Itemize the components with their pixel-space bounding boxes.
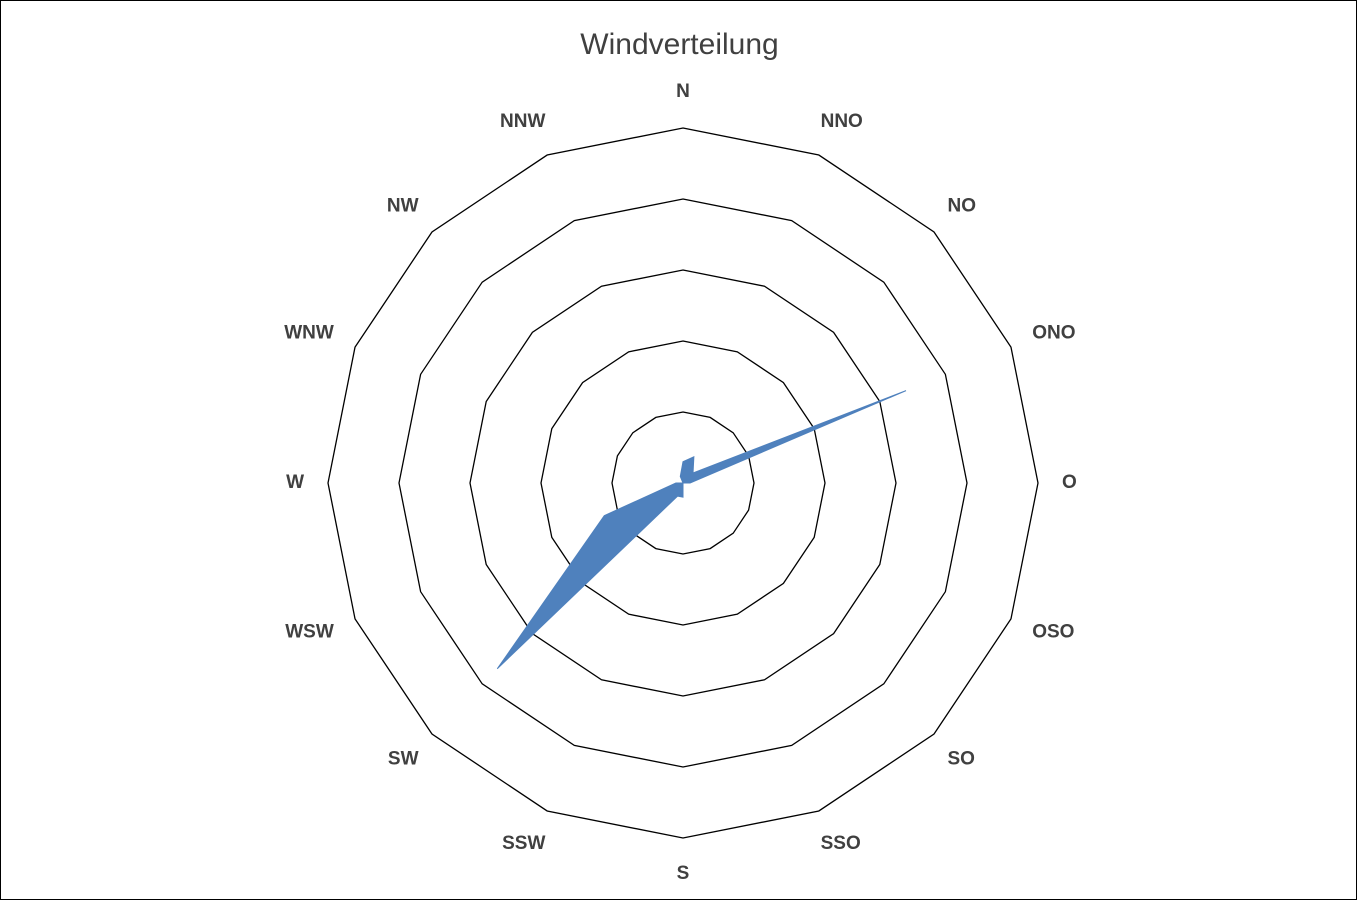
radar-series-layer (496, 390, 907, 670)
direction-label-nnw: NNW (500, 111, 545, 132)
direction-label-sw: SW (388, 749, 419, 770)
direction-label-w: W (286, 472, 304, 493)
direction-label-nno: NNO (821, 111, 863, 132)
direction-label-ssw: SSW (502, 833, 545, 854)
radar-grid (327, 127, 1039, 839)
direction-label-oso: OSO (1032, 622, 1074, 643)
direction-label-wsw: WSW (285, 622, 334, 643)
grid-ring-3 (469, 269, 897, 697)
direction-label-o: O (1062, 472, 1077, 493)
grid-ring-4 (398, 198, 968, 768)
direction-label-so: SO (948, 749, 975, 770)
direction-label-nw: NW (387, 196, 419, 217)
direction-label-s: S (677, 863, 690, 884)
grid-ring-1 (611, 411, 755, 555)
direction-label-n: N (676, 81, 690, 102)
radar-series-area (496, 390, 907, 670)
direction-label-wnw: WNW (284, 322, 334, 343)
chart-title: Windverteilung (580, 28, 779, 61)
direction-label-sso: SSO (821, 833, 861, 854)
grid-ring-2 (540, 340, 826, 626)
direction-label-no: NO (948, 196, 977, 217)
grid-ring-5 (327, 127, 1039, 839)
direction-labels: N NNO NO ONO O OSO SO SSO S SSW SW WSW W WNW NW NNW (284, 81, 1077, 884)
direction-label-ono: ONO (1032, 322, 1075, 343)
